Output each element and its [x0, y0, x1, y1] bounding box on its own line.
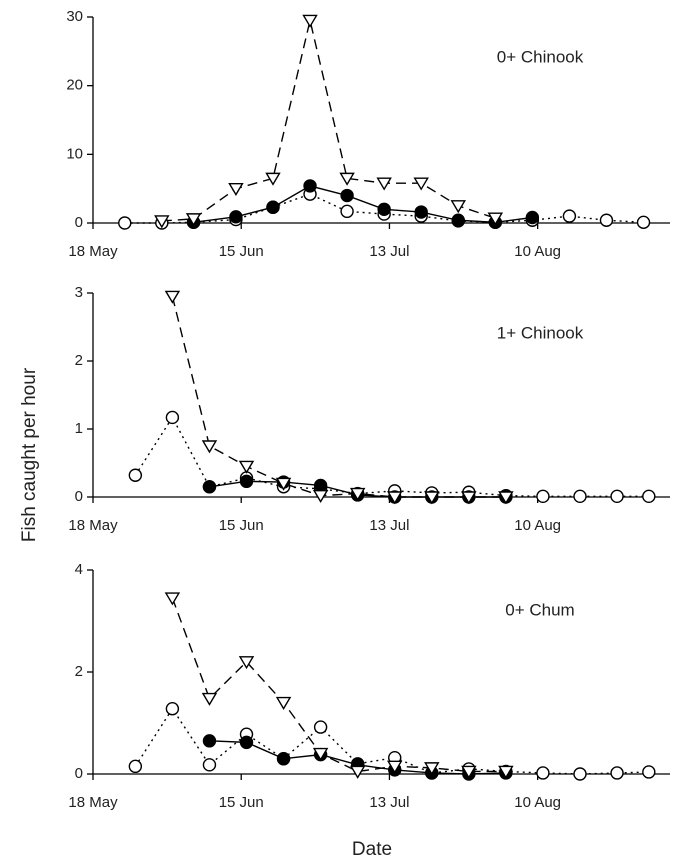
- x-tick-label: 15 Jun: [219, 517, 264, 534]
- panel-label: 1+ Chinook: [497, 323, 584, 342]
- triangle-marker: [312, 747, 329, 761]
- circle-marker: [573, 767, 587, 781]
- series-line: [171, 597, 506, 773]
- series-line: [161, 20, 496, 222]
- x-tick-label: 13 Jul: [369, 243, 409, 260]
- circle-marker: [636, 215, 651, 230]
- triangle-marker: [424, 762, 440, 776]
- x-tick-label: 10 Aug: [514, 243, 561, 260]
- x-tick-label: 10 Aug: [514, 517, 561, 534]
- circle-marker: [642, 489, 656, 504]
- triangle-marker: [424, 491, 440, 505]
- triangle-marker: [461, 765, 477, 779]
- circle-marker: [536, 489, 550, 504]
- triangle-marker: [387, 760, 403, 774]
- triangle-marker: [413, 177, 429, 191]
- circle-marker: [451, 213, 465, 227]
- triangle-marker: [450, 200, 466, 214]
- circle-marker: [573, 489, 587, 504]
- y-tick-label: 30: [66, 8, 83, 25]
- x-tick-label: 18 May: [68, 794, 118, 811]
- circle-marker: [229, 210, 243, 224]
- triangle-marker: [498, 765, 514, 779]
- circle-marker: [202, 758, 217, 772]
- circle-marker: [610, 489, 624, 504]
- circle-marker: [165, 410, 180, 425]
- y-tick-label: 20: [66, 77, 83, 94]
- y-tick-label: 3: [75, 284, 83, 301]
- x-tick-label: 10 Aug: [514, 794, 561, 811]
- circle-marker: [239, 474, 254, 489]
- circle-marker: [525, 210, 540, 225]
- circle-marker: [414, 205, 428, 219]
- triangle-marker: [228, 182, 244, 197]
- circle-marker: [202, 480, 217, 494]
- triangle-marker: [498, 491, 514, 505]
- triangle-marker: [349, 765, 366, 779]
- x-tick-label: 13 Jul: [369, 794, 409, 811]
- triangle-marker: [312, 489, 329, 504]
- circle-marker: [239, 735, 254, 750]
- panel-label: 0+ Chum: [505, 600, 574, 619]
- x-tick-label: 18 May: [68, 243, 118, 260]
- circle-marker: [642, 765, 656, 779]
- y-tick-label: 1: [75, 420, 83, 437]
- x-tick-label: 13 Jul: [369, 517, 409, 534]
- triangle-marker: [302, 14, 318, 28]
- circle-marker: [340, 204, 354, 219]
- circle-marker: [313, 478, 328, 493]
- y-axis-label: Fish caught per hour: [19, 367, 40, 542]
- y-tick-label: 0: [75, 214, 83, 231]
- series-line: [193, 185, 533, 224]
- x-tick-label: 18 May: [68, 517, 118, 534]
- triangle-marker: [185, 213, 202, 227]
- panel-label: 0+ Chinook: [497, 47, 584, 66]
- y-tick-label: 0: [75, 765, 83, 782]
- circle-marker: [377, 202, 391, 216]
- y-tick-label: 0: [75, 488, 83, 505]
- x-axis-label: Date: [352, 839, 392, 860]
- triangle-marker: [461, 491, 477, 505]
- circle-marker: [165, 702, 180, 716]
- triangle-marker: [238, 656, 255, 670]
- y-tick-label: 10: [66, 145, 83, 162]
- triangle-marker: [349, 487, 366, 501]
- circle-marker: [610, 766, 624, 780]
- circle-marker: [303, 179, 317, 193]
- y-tick-label: 2: [75, 352, 83, 369]
- triangle-marker: [201, 440, 218, 454]
- circle-marker: [118, 216, 132, 230]
- circle-marker: [266, 200, 280, 214]
- circle-marker: [128, 759, 143, 774]
- x-tick-label: 15 Jun: [219, 243, 264, 260]
- y-tick-label: 4: [75, 561, 83, 578]
- triangle-marker: [164, 592, 181, 606]
- circle-marker: [599, 213, 614, 227]
- triangle-marker: [154, 215, 170, 229]
- triangle-marker: [376, 177, 392, 191]
- y-tick-label: 2: [75, 663, 83, 680]
- triangle-marker: [487, 212, 504, 226]
- circle-marker: [276, 752, 291, 766]
- triangle-marker: [265, 172, 281, 186]
- triangle-marker: [339, 172, 355, 186]
- series-line: [171, 296, 506, 498]
- circle-marker: [313, 720, 328, 734]
- circle-marker: [128, 468, 143, 482]
- triangle-marker: [238, 460, 255, 474]
- triangle-marker: [387, 491, 403, 505]
- circle-marker: [340, 188, 354, 203]
- circle-marker: [536, 766, 550, 780]
- circle-marker: [562, 209, 577, 223]
- triangle-marker: [275, 477, 292, 491]
- triangle-marker: [275, 696, 292, 710]
- x-tick-label: 15 Jun: [219, 794, 264, 811]
- triangle-marker: [201, 692, 218, 706]
- circle-marker: [202, 734, 217, 748]
- triangle-marker: [164, 290, 181, 304]
